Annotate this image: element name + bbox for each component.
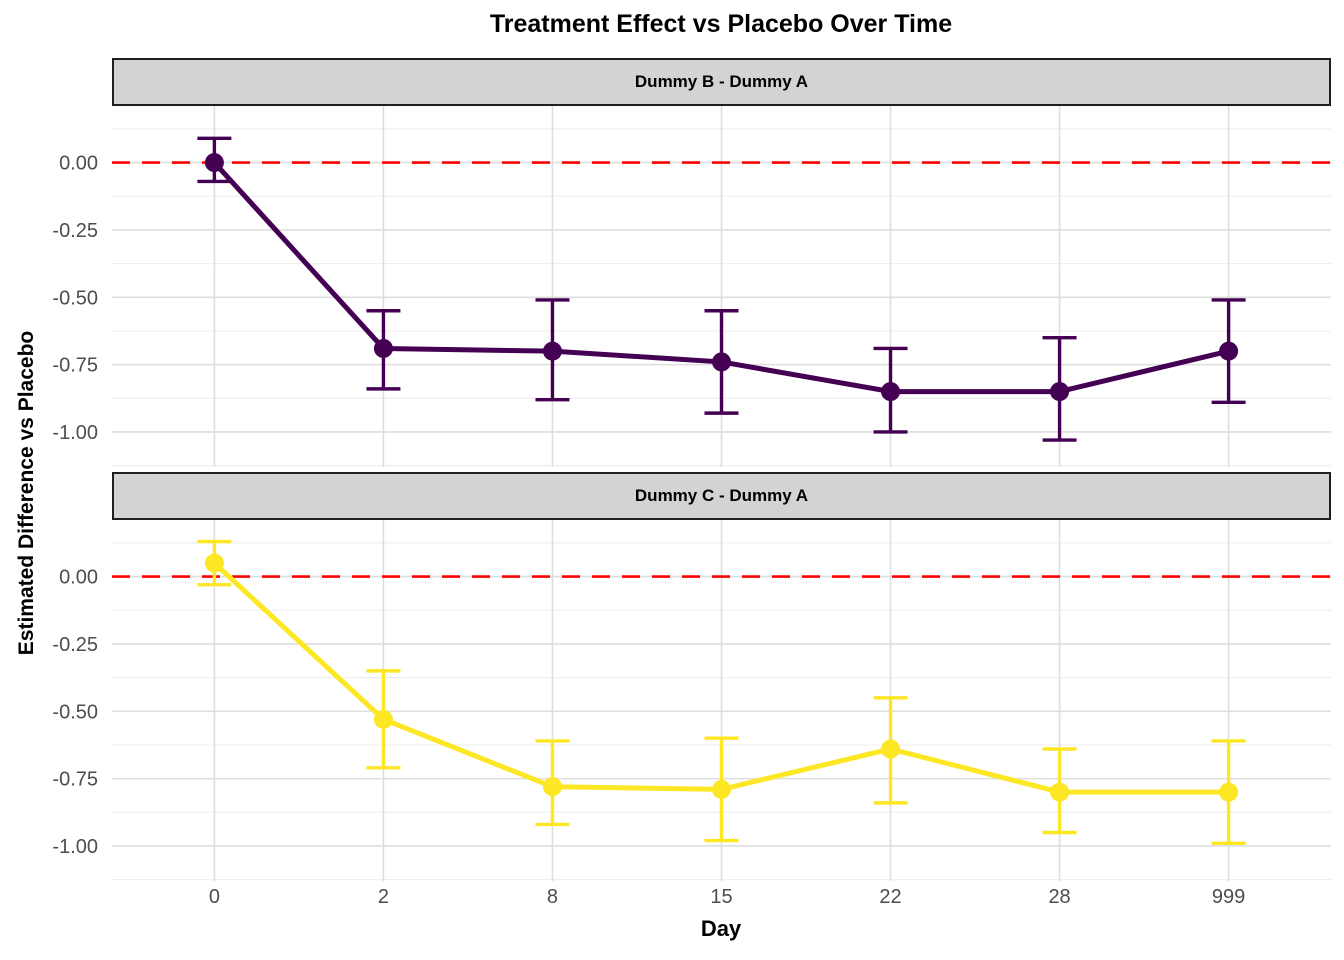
x-tick-label: 0: [209, 886, 220, 908]
data-point: [712, 352, 731, 372]
y-tick-label: -0.50: [52, 701, 98, 723]
facet-panel-1: 0.00 -0.25 -0.50 -0.75 -1.00: [52, 106, 1331, 467]
data-point: [712, 779, 731, 799]
x-tick-label: 999: [1212, 886, 1245, 908]
facet-strip-label: Dummy B - Dummy A: [634, 72, 809, 91]
chart-title: Treatment Effect vs Placebo Over Time: [489, 10, 953, 38]
y-tick-label: -0.75: [52, 769, 98, 791]
facet-strip-dummy-c: Dummy C - Dummy A: [112, 472, 1331, 520]
data-point: [204, 153, 224, 173]
facet-strip-label: Dummy C - Dummy A: [634, 486, 809, 505]
data-point: [373, 709, 393, 729]
y-tick-label: -0.25: [52, 634, 98, 656]
data-point: [373, 338, 393, 358]
x-axis: 0 2 8 15 22 28 999: [209, 886, 1245, 908]
data-point: [881, 739, 901, 759]
x-tick-label: 8: [547, 886, 558, 908]
x-tick-label: 22: [879, 886, 901, 908]
x-tick-label: 2: [378, 886, 389, 908]
data-point: [1219, 341, 1239, 361]
y-tick-label: -0.25: [52, 220, 98, 242]
y-tick-label: -0.50: [52, 287, 98, 309]
data-point: [542, 777, 562, 797]
data-point: [542, 341, 562, 361]
y-tick-label: 0.00: [59, 153, 98, 175]
y-tick-label: -1.00: [52, 836, 98, 858]
x-tick-label: 15: [710, 886, 732, 908]
data-point: [881, 382, 901, 402]
y-tick-label: -1.00: [52, 422, 98, 444]
data-point: [1050, 782, 1070, 802]
x-tick-label: 28: [1048, 886, 1070, 908]
data-point: [204, 553, 224, 573]
facet-panel-2: 0.00 -0.25 -0.50 -0.75 -1.00: [52, 520, 1331, 881]
y-tick-label: 0.00: [59, 567, 98, 589]
y-tick-label: -0.75: [52, 355, 98, 377]
data-point: [1219, 782, 1239, 802]
y-axis-title: Estimated Difference vs Placebo: [15, 330, 38, 656]
data-point: [1050, 382, 1070, 402]
facet-strip-dummy-b: Dummy B - Dummy A: [112, 58, 1331, 106]
x-axis-title: Day: [700, 916, 742, 941]
